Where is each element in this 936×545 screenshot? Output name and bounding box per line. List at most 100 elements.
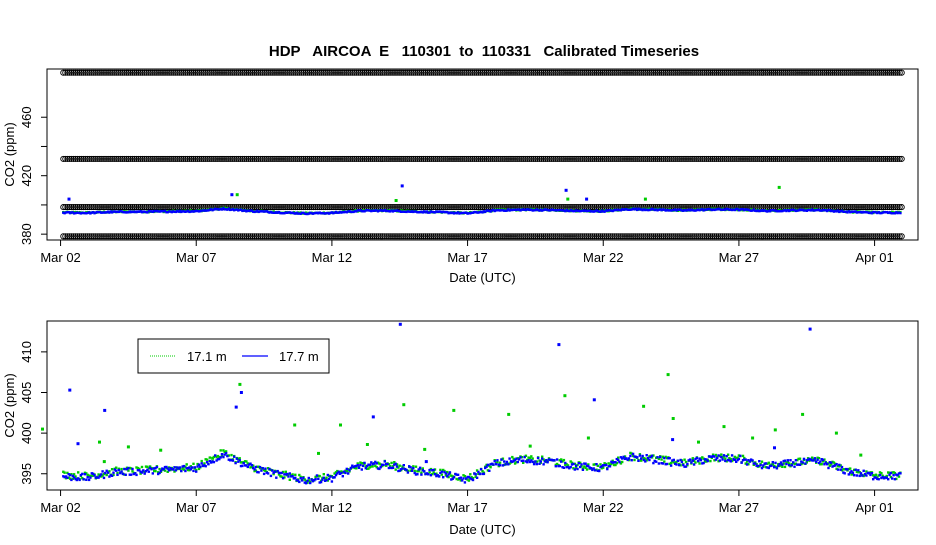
- data-point: [570, 461, 574, 464]
- calibration-point: [176, 155, 183, 162]
- data-point: [334, 473, 338, 477]
- data-point: [732, 208, 735, 211]
- data-point: [543, 208, 547, 211]
- data-point: [465, 211, 468, 214]
- data-point: [245, 210, 248, 213]
- data-point: [603, 464, 606, 467]
- calibration-point: [275, 69, 283, 76]
- data-point: [125, 468, 129, 471]
- calibration-point: [550, 69, 557, 76]
- y-axis-title: CO2 (ppm): [2, 122, 17, 186]
- calibration-point: [568, 69, 576, 76]
- data-point: [728, 459, 731, 462]
- calibration-point: [271, 204, 278, 211]
- data-point: [294, 476, 297, 479]
- data-point: [744, 208, 747, 211]
- calibration-point: [860, 155, 867, 162]
- calibration-point: [650, 155, 657, 162]
- data-point: [189, 468, 192, 471]
- data-point: [527, 456, 530, 459]
- data-point: [631, 454, 635, 458]
- data-point: [475, 469, 479, 472]
- spike-point: [211, 456, 215, 460]
- data-point: [178, 467, 182, 471]
- calibration-point: [487, 69, 494, 76]
- spike-point: [671, 417, 675, 420]
- calibration-point: [62, 204, 69, 211]
- calibration-point: [113, 204, 120, 211]
- data-point: [840, 469, 844, 472]
- calibration-point: [477, 69, 484, 76]
- calibration-point: [886, 69, 893, 76]
- data-point: [694, 209, 697, 212]
- data-point: [258, 465, 262, 469]
- calibration-point: [479, 69, 486, 76]
- data-point: [319, 479, 323, 482]
- spike-point: [777, 185, 781, 189]
- data-point: [353, 465, 357, 468]
- data-point: [97, 211, 100, 214]
- calibration-point: [288, 204, 295, 211]
- data-point: [458, 212, 461, 215]
- data-point: [197, 210, 201, 213]
- calibration-point: [446, 69, 453, 76]
- calibration-point: [855, 155, 863, 162]
- calibration-point: [251, 69, 258, 76]
- data-point: [789, 209, 792, 212]
- calibration-point: [339, 233, 346, 240]
- data-point: [843, 210, 846, 213]
- calibration-point: [275, 204, 283, 211]
- calibration-point: [471, 233, 478, 240]
- calibration-point: [853, 69, 860, 76]
- calibration-point: [233, 69, 240, 76]
- data-point: [182, 464, 186, 468]
- calibration-point: [235, 155, 242, 162]
- data-point: [412, 210, 415, 214]
- data-point: [526, 458, 529, 462]
- data-point: [98, 474, 102, 478]
- data-point: [672, 461, 675, 464]
- calibration-point: [202, 69, 209, 76]
- data-point: [314, 211, 317, 215]
- calibration-point: [442, 204, 449, 211]
- calibration-point: [336, 69, 344, 76]
- calibration-point: [481, 155, 488, 162]
- calibration-point: [363, 155, 370, 162]
- data-point: [428, 211, 431, 214]
- calibration-point: [744, 155, 751, 162]
- data-point: [454, 211, 457, 214]
- data-point: [733, 458, 736, 461]
- calibration-point: [786, 233, 793, 240]
- calibration-point: [656, 155, 663, 162]
- calibration-point: [100, 233, 108, 240]
- data-point: [832, 464, 836, 467]
- calibration-point: [125, 155, 132, 162]
- calibration-point: [131, 155, 138, 162]
- data-point: [854, 210, 857, 213]
- data-point: [891, 212, 894, 215]
- data-point: [260, 469, 263, 472]
- data-point: [512, 457, 515, 461]
- calibration-point: [94, 69, 101, 76]
- data-point: [241, 209, 244, 213]
- calibration-point: [672, 233, 679, 240]
- calibration-point: [416, 69, 423, 76]
- calibration-point: [355, 155, 362, 162]
- data-point: [781, 465, 784, 468]
- data-point: [252, 210, 255, 213]
- data-point: [777, 210, 780, 213]
- data-point: [679, 464, 682, 467]
- data-point: [657, 457, 661, 461]
- calibration-point: [566, 233, 574, 240]
- data-point: [503, 463, 506, 467]
- calibration-point: [341, 233, 348, 240]
- data-point: [650, 454, 654, 457]
- calibration-point: [188, 233, 195, 240]
- data-point: [872, 478, 875, 481]
- data-point: [573, 209, 576, 213]
- calibration-point: [428, 204, 435, 211]
- data-point: [758, 460, 761, 463]
- data-point: [366, 464, 369, 468]
- data-point: [271, 469, 274, 472]
- data-point: [142, 210, 145, 213]
